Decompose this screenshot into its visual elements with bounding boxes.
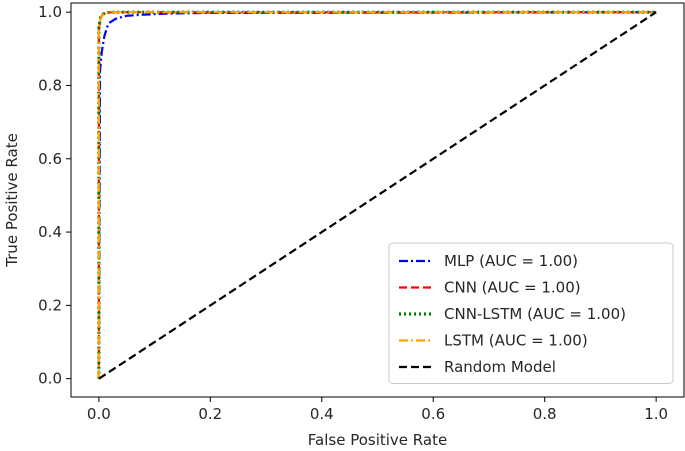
y-tick-label: 1.0 bbox=[38, 3, 62, 21]
legend-label-mlp-auc-1-00: MLP (AUC = 1.00) bbox=[444, 252, 578, 270]
x-tick-label: 0.6 bbox=[421, 405, 445, 423]
x-tick-label: 0.4 bbox=[310, 405, 334, 423]
legend-label-random-model: Random Model bbox=[444, 358, 556, 376]
legend-box bbox=[388, 242, 674, 384]
y-tick-label: 0.8 bbox=[38, 76, 62, 94]
y-tick-label: 0.0 bbox=[38, 370, 62, 388]
x-tick-label: 0.8 bbox=[533, 405, 557, 423]
x-axis-ticks: 0.0 0.2 0.4 0.6 0.8 1.0 bbox=[87, 397, 668, 423]
x-tick-label: 0.2 bbox=[198, 405, 222, 423]
y-axis-ticks: 0.0 0.2 0.4 0.6 0.8 1.0 bbox=[38, 3, 71, 388]
y-axis-label: True Positive Rate bbox=[3, 133, 21, 268]
series-line-lstm-auc-1-00 bbox=[97, 11, 657, 379]
x-axis-label: False Positive Rate bbox=[308, 431, 447, 449]
y-tick-label: 0.6 bbox=[38, 150, 62, 168]
series-line-mlp-auc-1-00 bbox=[97, 11, 657, 379]
series-line-random-model bbox=[98, 11, 657, 380]
plot-lines bbox=[97, 10, 657, 380]
legend-label-cnn-lstm-auc-1-00: CNN-LSTM (AUC = 1.00) bbox=[444, 305, 626, 323]
axes-frame bbox=[70, 2, 685, 398]
legend-label-cnn-auc-1-00: CNN (AUC = 1.00) bbox=[444, 279, 581, 297]
legend: MLP (AUC = 1.00) CNN (AUC = 1.00) CNN-LSTM… bbox=[388, 242, 674, 384]
x-tick-label: 0.0 bbox=[87, 405, 111, 423]
y-tick-label: 0.2 bbox=[38, 296, 62, 314]
x-tick-label: 1.0 bbox=[644, 405, 668, 423]
legend-label-lstm-auc-1-00: LSTM (AUC = 1.00) bbox=[444, 332, 588, 350]
y-tick-label: 0.4 bbox=[38, 223, 62, 241]
